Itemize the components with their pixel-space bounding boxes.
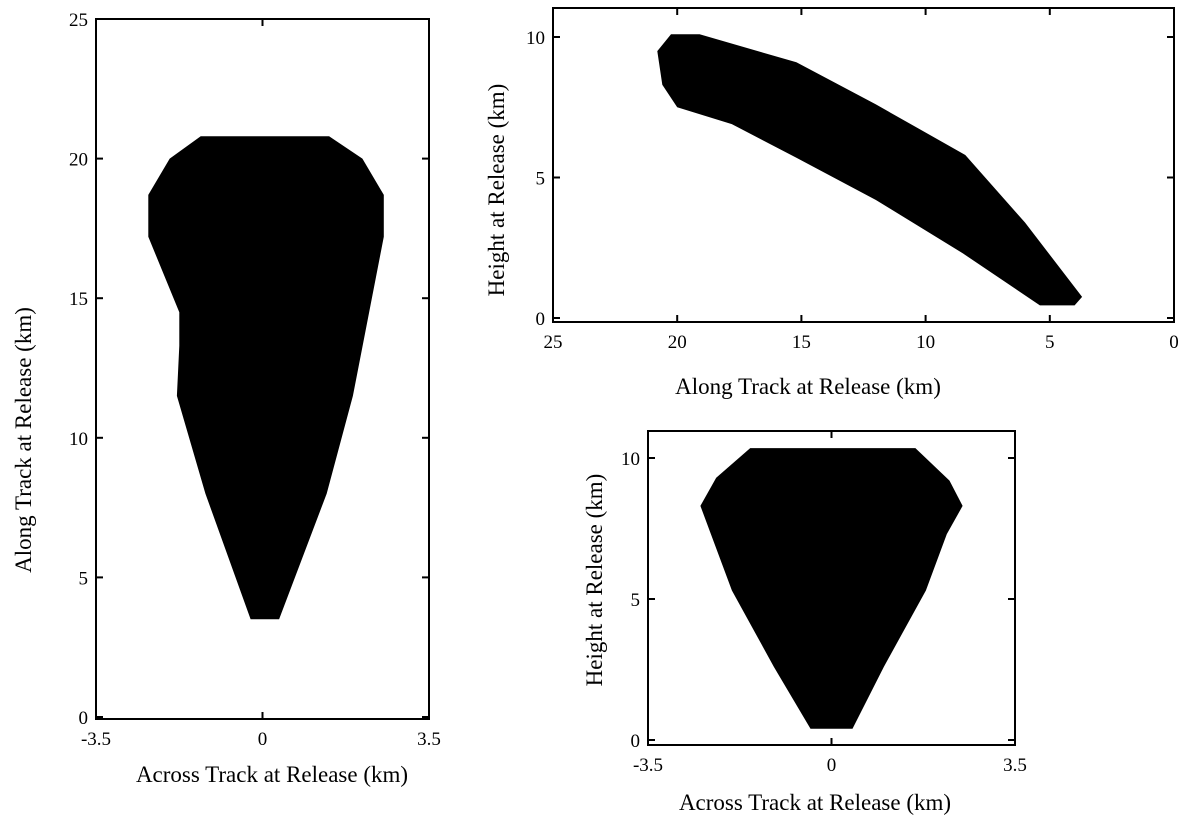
x-tick-labels: 25 20 15 10 5 0 (544, 332, 1179, 353)
x-tick-label: 15 (792, 332, 811, 353)
y-tick-labels: 0 5 10 (526, 28, 545, 330)
y-tick-label: 5 (79, 568, 89, 589)
y-tick-label: 20 (69, 150, 88, 171)
plot-height-vs-across-track: -3.5 0 3.5 0 5 10 Across Track at Release (k… (582, 430, 1027, 815)
release-region-shape (148, 136, 384, 620)
x-tick-label: 0 (1169, 332, 1179, 353)
axis-ticks (95, 18, 430, 719)
axis-ticks (552, 8, 1175, 322)
y-tick-label: 5 (631, 590, 641, 611)
y-tick-label: 0 (79, 708, 89, 729)
x-tick-label: 20 (668, 332, 687, 353)
x-tick-label: 3.5 (1003, 755, 1027, 776)
x-tick-label: 0 (258, 729, 268, 750)
x-tick-label: -3.5 (81, 729, 111, 750)
axis-ticks (647, 431, 1016, 745)
plot-height-vs-along-track: 25 20 15 10 5 0 0 5 10 Along Track at Release (… (484, 7, 1179, 399)
release-region-shape (657, 34, 1083, 306)
x-axis-title: Across Track at Release (km) (679, 790, 951, 815)
x-axis-title: Along Track at Release (km) (675, 374, 941, 399)
x-tick-label: 25 (544, 332, 563, 353)
x-tick-label: -3.5 (633, 755, 663, 776)
x-tick-label: 3.5 (417, 729, 441, 750)
x-tick-label: 0 (827, 755, 837, 776)
y-tick-label: 0 (536, 309, 546, 330)
y-tick-label: 10 (526, 28, 545, 49)
y-tick-labels: 0 5 10 (621, 449, 640, 752)
x-axis-title: Across Track at Release (km) (136, 762, 408, 787)
y-tick-label: 10 (69, 429, 88, 450)
y-tick-label: 10 (621, 449, 640, 470)
x-tick-label: 10 (916, 332, 935, 353)
x-tick-label: 5 (1045, 332, 1055, 353)
y-axis-title: Height at Release (km) (484, 84, 509, 297)
release-region-shape (700, 448, 963, 729)
y-axis-title: Height at Release (km) (582, 474, 607, 687)
x-tick-labels: -3.5 0 3.5 (81, 729, 441, 750)
y-tick-labels: 0 5 10 15 20 25 (69, 10, 88, 729)
x-tick-labels: -3.5 0 3.5 (633, 755, 1027, 776)
y-axis-title: Along Track at Release (km) (11, 307, 36, 573)
y-tick-label: 15 (69, 289, 88, 310)
y-tick-label: 0 (631, 731, 641, 752)
y-tick-label: 5 (536, 169, 546, 190)
y-tick-label: 25 (69, 10, 88, 31)
plot-frame (552, 7, 1175, 323)
